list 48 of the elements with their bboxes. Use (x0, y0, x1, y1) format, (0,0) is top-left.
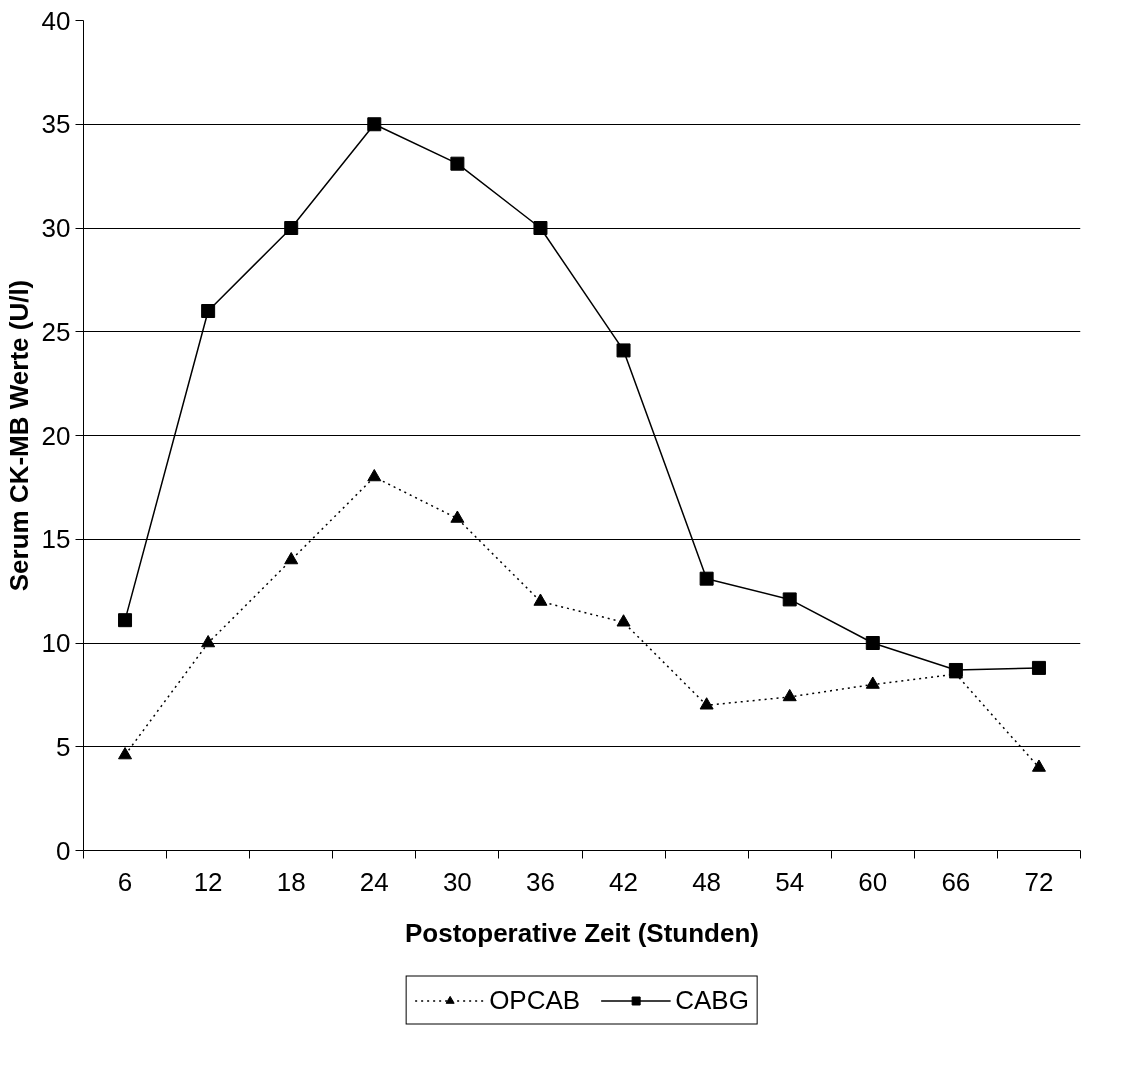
point (450, 156, 465, 171)
point (1031, 759, 1046, 772)
x-tick-label: 24 (359, 866, 389, 897)
point (533, 221, 548, 235)
point (201, 634, 216, 648)
x-tick-label: 48 (692, 866, 722, 897)
point (865, 636, 880, 650)
x-tick-label: 36 (526, 866, 555, 897)
point (865, 676, 880, 689)
point (616, 343, 631, 358)
x-tick-label: 6 (117, 866, 133, 897)
y-tick-label: 40 (41, 5, 71, 36)
point (616, 614, 631, 627)
legend-label: CABG (675, 984, 749, 1016)
point (284, 221, 299, 235)
point (118, 747, 133, 760)
y-tick-label: 30 (41, 213, 71, 243)
x-tick-label: 66 (941, 866, 971, 897)
y-tick-label: 25 (41, 316, 71, 347)
y-tick-label: 20 (41, 420, 71, 451)
x-tick-label: 30 (442, 866, 472, 897)
y-axis-title: Serum CK-MB Werte (U/l) (3, 279, 34, 592)
point (450, 510, 465, 523)
point (367, 117, 382, 132)
point (284, 551, 299, 565)
point (782, 592, 797, 607)
point (533, 593, 548, 606)
x-tick-label: 60 (858, 866, 888, 897)
point (1031, 660, 1046, 675)
legend-label: OPCAB (489, 984, 581, 1016)
point (118, 613, 133, 628)
x-axis-title: Postoperative Zeit (Stunden) (405, 917, 759, 948)
y-tick-label: 0 (56, 835, 71, 866)
x-tick-label: 54 (775, 866, 805, 897)
y-tick-label: 35 (41, 109, 71, 140)
point (948, 662, 963, 677)
x-tick-label: 42 (609, 866, 638, 897)
point (367, 468, 382, 482)
point (699, 697, 714, 710)
x-tick-label: 18 (276, 866, 306, 897)
point (699, 571, 714, 586)
y-tick-label: 5 (56, 731, 71, 762)
point (201, 304, 216, 318)
y-tick-label: 15 (41, 524, 71, 555)
point (782, 688, 797, 702)
x-tick-label: 72 (1024, 866, 1054, 897)
x-tick-label: 12 (193, 866, 223, 897)
y-tick-label: 10 (41, 628, 71, 658)
